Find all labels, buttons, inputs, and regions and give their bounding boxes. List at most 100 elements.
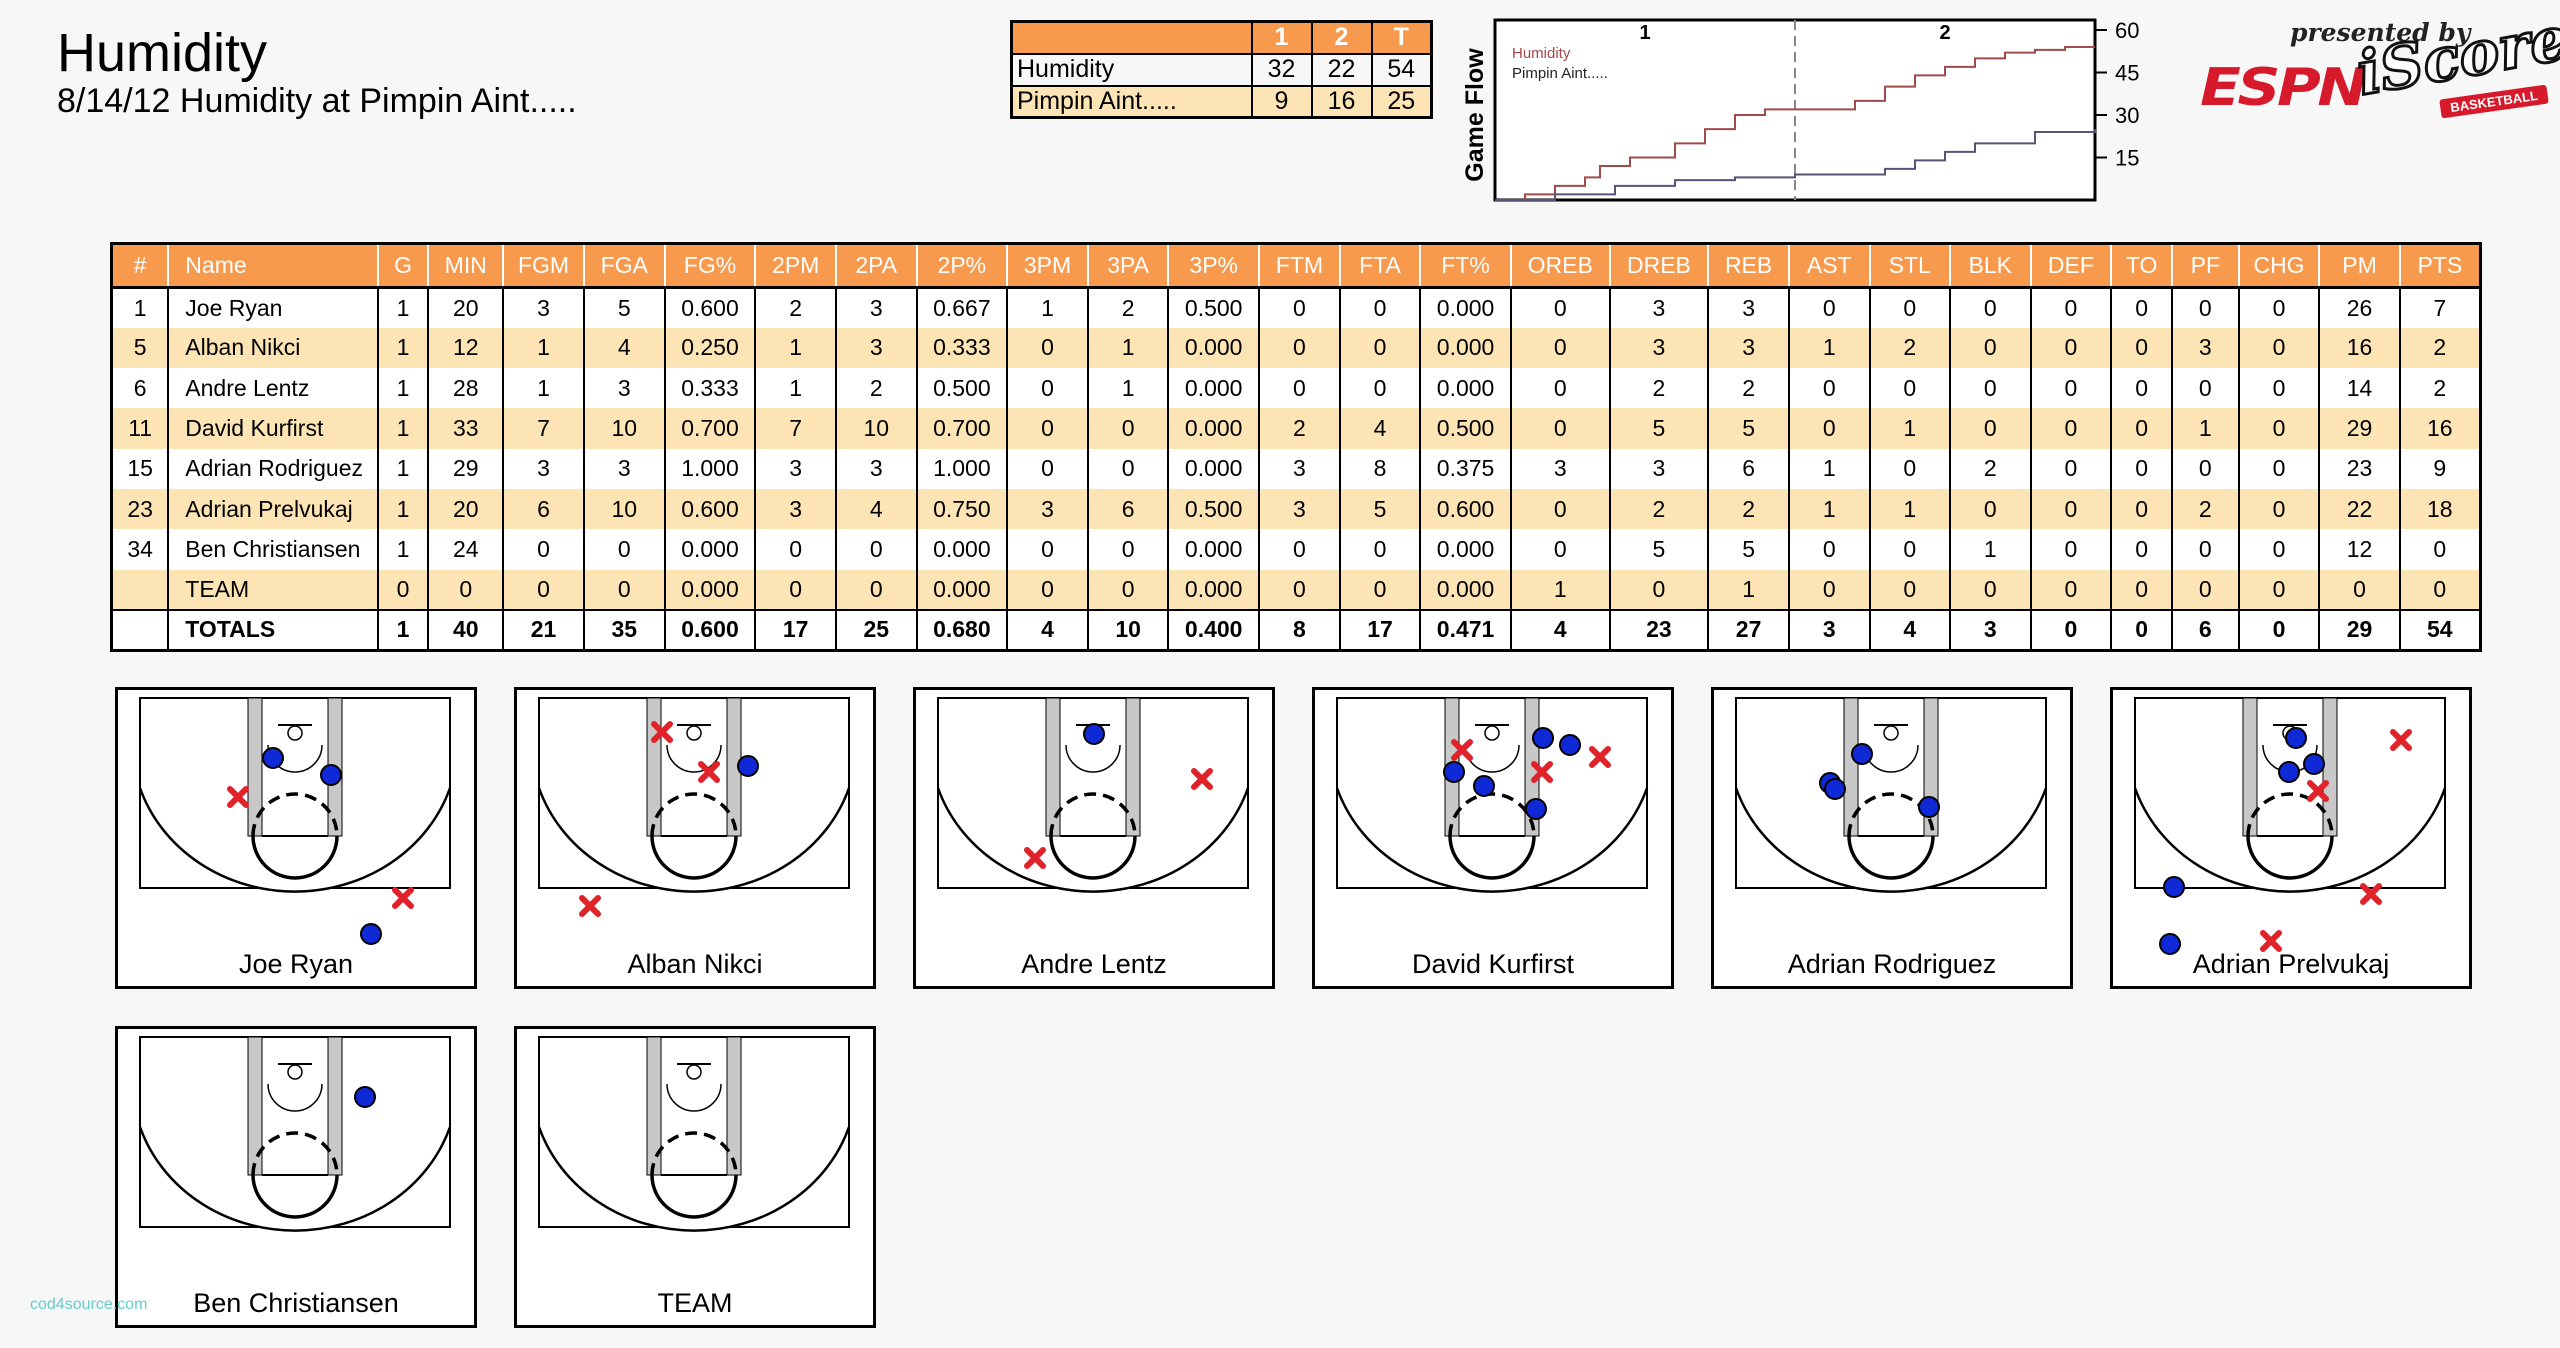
column-header: DEF bbox=[2029, 242, 2113, 289]
presented-by-text: presented by bbox=[2290, 18, 2471, 47]
stat-cell: 0 bbox=[1608, 569, 1709, 610]
stat-cell: 0 bbox=[1787, 408, 1870, 449]
lane-left bbox=[247, 1036, 263, 1176]
stat-cell: 0 bbox=[1868, 569, 1951, 610]
restricted-arc bbox=[1863, 744, 1919, 773]
court-diagram bbox=[537, 1036, 851, 1232]
stat-cell: 0 bbox=[582, 529, 665, 570]
restricted-arc bbox=[666, 1083, 722, 1112]
period-label-2: 2 bbox=[1939, 22, 1950, 44]
stat-cell: 0 bbox=[1787, 368, 1870, 409]
court-diagram bbox=[1335, 697, 1649, 893]
stat-cell: 0.333 bbox=[915, 327, 1008, 369]
column-header: PM bbox=[2318, 242, 2401, 289]
stat-cell: 54 bbox=[2398, 608, 2481, 651]
column-header: FGM bbox=[502, 242, 585, 289]
x-stroke bbox=[1531, 761, 1553, 783]
score-row-away: Pimpin Aint..... 9 16 25 bbox=[1010, 84, 1433, 119]
stat-cell: 10 bbox=[582, 488, 665, 530]
shot-chart-player-name: TEAM bbox=[657, 1288, 733, 1318]
stat-cell: 0 bbox=[1509, 287, 1610, 328]
y-tick-label: 45 bbox=[2115, 61, 2139, 86]
lane-left bbox=[1843, 697, 1859, 837]
stat-cell: 0 bbox=[1338, 529, 1421, 570]
made-shot-marker bbox=[2163, 876, 2185, 898]
x-stroke bbox=[1451, 739, 1473, 761]
stat-cell: 0 bbox=[835, 529, 917, 570]
team-q2: 22 bbox=[1310, 52, 1373, 87]
stat-cell: 0.500 bbox=[1167, 287, 1260, 328]
stat-cell: 0.000 bbox=[663, 569, 756, 610]
score-header-q2: 2 bbox=[1310, 20, 1373, 55]
free-throw-circle-bottom bbox=[1049, 835, 1137, 880]
stat-cell: 9 bbox=[2398, 448, 2481, 489]
stat-cell: 0 bbox=[2237, 529, 2320, 570]
stat-cell: 1 bbox=[376, 327, 429, 369]
stat-cell: 1 bbox=[1086, 368, 1169, 409]
missed-shot-marker bbox=[2260, 930, 2282, 952]
stat-cell: 0.000 bbox=[915, 569, 1008, 610]
stat-cell: 0 bbox=[376, 569, 429, 610]
stat-cell: 24 bbox=[427, 529, 504, 570]
column-header: FT% bbox=[1419, 242, 1512, 289]
stat-cell: 3 bbox=[835, 448, 917, 489]
hoop bbox=[686, 725, 702, 741]
free-throw-circle-bottom bbox=[650, 835, 738, 880]
x-stroke bbox=[579, 895, 601, 917]
score-row-home: Humidity 32 22 54 bbox=[1010, 52, 1433, 87]
series-line-pimpin bbox=[1495, 129, 2096, 201]
stat-cell: 0.000 bbox=[1419, 569, 1511, 610]
stat-cell: 22 bbox=[2318, 488, 2400, 530]
stat-cell: 0 bbox=[2029, 529, 2112, 570]
team-q2: 16 bbox=[1310, 84, 1373, 119]
x-stroke bbox=[698, 761, 720, 783]
stat-cell: 0 bbox=[1338, 569, 1421, 610]
stat-cell: 1 bbox=[376, 287, 429, 328]
hoop bbox=[1484, 725, 1500, 741]
lane-right bbox=[327, 1036, 343, 1176]
made-shot-marker bbox=[354, 1086, 376, 1108]
stat-cell: 1 bbox=[376, 408, 429, 449]
free-throw-circle-bottom bbox=[251, 835, 339, 880]
made-shot-marker bbox=[2303, 753, 2325, 775]
stat-cell: 0 bbox=[1509, 488, 1610, 530]
game-flow-chart: Game Flow 1 2 Humidity Pimpin Aint..... … bbox=[1461, 18, 2139, 202]
column-header: FTM bbox=[1258, 242, 1341, 289]
stat-cell: 15 bbox=[111, 448, 169, 489]
stat-cell: 3 bbox=[1006, 488, 1088, 530]
stat-cell: 23 bbox=[111, 488, 169, 530]
stat-cell: 10 bbox=[582, 408, 665, 449]
stat-cell: 0.000 bbox=[1167, 569, 1260, 610]
shot-chart-player-name: Adrian Prelvukaj bbox=[2192, 949, 2390, 979]
stat-cell: 10 bbox=[1086, 608, 1169, 651]
missed-shot-marker bbox=[2390, 729, 2412, 751]
shot-chart: Alban Nikci bbox=[514, 687, 876, 989]
stat-cell: 1 bbox=[1086, 327, 1169, 369]
court-diagram bbox=[1734, 697, 2048, 893]
free-throw-circle-bottom bbox=[1847, 835, 1935, 880]
stat-cell: 17 bbox=[1338, 608, 1421, 651]
stat-cell: 0 bbox=[2171, 569, 2239, 610]
stat-cell: 4 bbox=[1509, 608, 1610, 651]
x-stroke bbox=[2307, 780, 2329, 802]
missed-shot-marker bbox=[1531, 761, 1553, 783]
stat-cell: 0 bbox=[1086, 448, 1169, 489]
stat-cell: 0 bbox=[1949, 569, 2031, 610]
stat-cell: 0 bbox=[1338, 287, 1421, 328]
stat-cell: 0.600 bbox=[1419, 488, 1511, 530]
column-header: FG% bbox=[663, 242, 757, 289]
made-shot-marker bbox=[2285, 727, 2307, 749]
stat-cell: 0 bbox=[2029, 327, 2112, 369]
lane-right bbox=[726, 1036, 742, 1176]
team-name: Pimpin Aint..... bbox=[1010, 84, 1253, 119]
hoop bbox=[1883, 725, 1899, 741]
team-q1: 32 bbox=[1250, 52, 1313, 87]
stat-cell: 0.000 bbox=[1167, 368, 1260, 409]
stat-cell: 0.700 bbox=[915, 408, 1008, 449]
stat-cell: 0.000 bbox=[1167, 448, 1260, 489]
stat-cell: 3 bbox=[1707, 327, 1789, 369]
restricted-arc bbox=[666, 744, 722, 773]
stat-cell: 3 bbox=[1258, 448, 1340, 489]
made-shot-marker bbox=[1525, 798, 1547, 820]
y-tick-label: 60 bbox=[2115, 18, 2139, 43]
